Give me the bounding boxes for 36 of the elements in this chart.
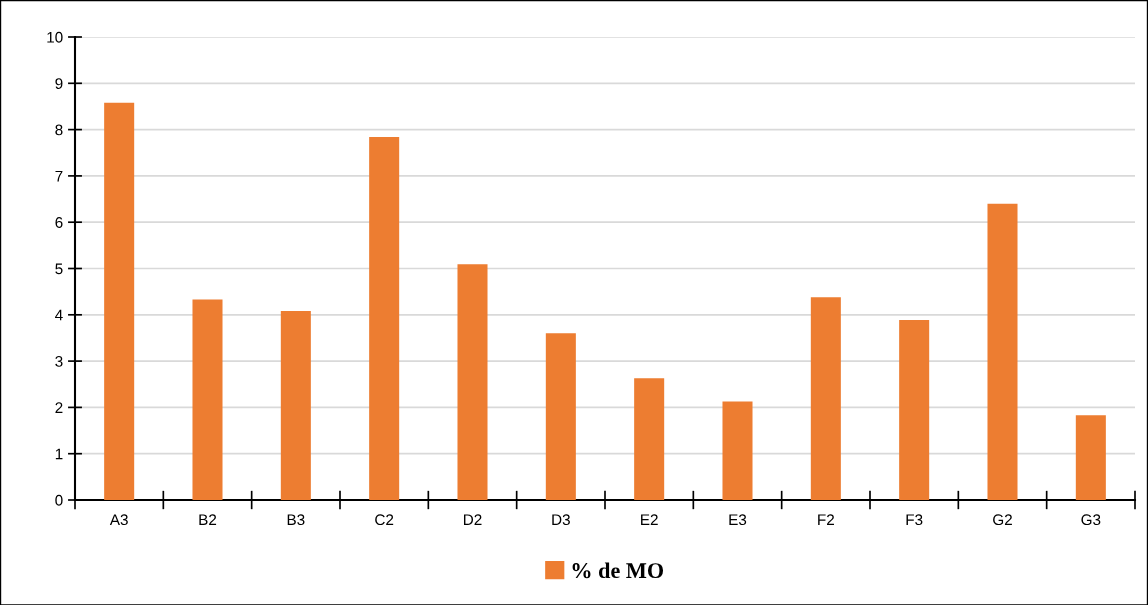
- bar: [369, 137, 400, 500]
- bar: [280, 311, 311, 500]
- x-tick-label: E2: [641, 514, 658, 525]
- bar: [104, 102, 135, 500]
- y-tick-label: 4: [55, 309, 63, 321]
- bar: [545, 333, 576, 500]
- bar: [192, 299, 223, 500]
- bar: [810, 297, 841, 500]
- bar: [722, 401, 753, 500]
- y-tick-label: 6: [55, 217, 63, 228]
- bar: [987, 203, 1018, 500]
- y-tick-label: 2: [55, 402, 63, 413]
- y-tick-label: 9: [55, 78, 63, 89]
- x-tick-label: B3: [287, 514, 305, 526]
- y-tick-label: 3: [55, 355, 63, 367]
- x-tick-label: F3: [906, 514, 923, 526]
- y-tick-label: 1: [55, 448, 63, 460]
- x-tick-label: B2: [199, 514, 217, 525]
- x-tick-label: E3: [729, 514, 747, 526]
- x-tick-label: G2: [993, 514, 1012, 526]
- x-tick-label: D3: [552, 514, 570, 526]
- bar: [457, 264, 488, 500]
- bar: [1075, 415, 1106, 500]
- x-tick-label: C2: [375, 514, 394, 526]
- x-tick-label: G3: [1081, 514, 1101, 526]
- legend-label: % de MO: [572, 562, 664, 579]
- bar: [899, 319, 930, 500]
- x-tick-label: D2: [463, 514, 482, 525]
- y-tick-label: 7: [55, 170, 63, 182]
- y-tick-label: 8: [55, 124, 63, 136]
- y-tick-label: 0: [55, 494, 63, 506]
- bar: [634, 378, 665, 500]
- y-tick-label: 5: [55, 263, 63, 275]
- y-tick-label: 10: [47, 31, 63, 43]
- x-tick-label: F2: [818, 514, 834, 525]
- x-tick-label: A3: [109, 514, 128, 526]
